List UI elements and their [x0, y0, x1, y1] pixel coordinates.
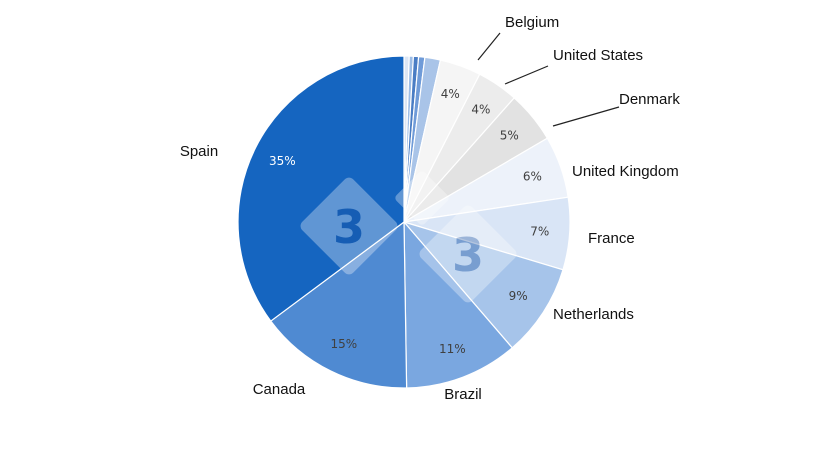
- leader-line-united-states: [504, 65, 549, 85]
- category-label-united-states: United States: [553, 47, 643, 64]
- category-label-denmark: Denmark: [619, 91, 680, 108]
- leader-lines: [477, 32, 620, 127]
- percent-labels: 4% 4% 5% 6% 7% 9% 11% 15% 35%: [269, 87, 549, 356]
- category-labels: Belgium United States Denmark United Kingdo…: [180, 14, 681, 403]
- pct-label-canada: 15%: [330, 337, 357, 351]
- svg-text:3: 3: [333, 200, 365, 254]
- svg-text:3: 3: [452, 228, 484, 282]
- category-label-brazil: Brazil: [444, 386, 482, 403]
- pct-label-united-kingdom: 6%: [523, 170, 542, 184]
- leader-line-belgium: [477, 32, 501, 61]
- category-label-united-kingdom: United Kingdom: [572, 163, 679, 180]
- pct-label-spain: 35%: [269, 154, 296, 168]
- pct-label-brazil: 11%: [439, 342, 466, 356]
- category-label-canada: Canada: [253, 381, 306, 398]
- pct-label-denmark: 5%: [500, 129, 519, 143]
- category-label-belgium: Belgium: [505, 14, 559, 31]
- leader-line-denmark: [552, 106, 620, 127]
- pie-slice-brazil: [403, 220, 514, 389]
- watermark-logo: 3 3: [300, 171, 517, 303]
- category-label-spain: Spain: [180, 143, 218, 160]
- pie-slices: [237, 55, 571, 389]
- pie-slice-spain: [237, 55, 405, 322]
- pct-label-netherlands: 9%: [509, 289, 528, 303]
- category-label-netherlands: Netherlands: [553, 306, 634, 323]
- category-label-france: France: [588, 230, 635, 247]
- pie-slice-canada: [269, 220, 408, 389]
- pct-label-united-states: 4%: [471, 103, 490, 117]
- pie-slice-netherlands: [402, 220, 564, 349]
- pct-label-belgium: 4%: [441, 87, 460, 101]
- pct-label-france: 7%: [530, 225, 549, 239]
